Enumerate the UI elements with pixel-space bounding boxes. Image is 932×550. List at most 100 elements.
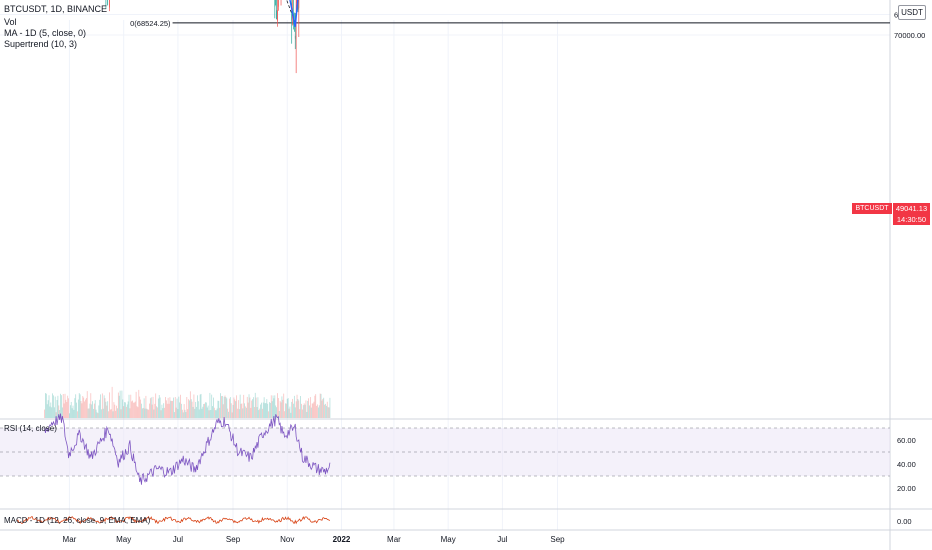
- volume-bar: [91, 404, 93, 418]
- volume-bar: [318, 405, 320, 418]
- volume-bar: [59, 410, 61, 418]
- volume-bar: [193, 394, 195, 418]
- volume-bar: [327, 407, 329, 418]
- volume-bar: [121, 390, 123, 418]
- volume-bar: [95, 409, 97, 418]
- volume-bar: [118, 395, 120, 418]
- indicator-ma[interactable]: MA - 1D (5, close, 0): [4, 28, 87, 38]
- volume-bar: [307, 400, 309, 418]
- volume-bar: [129, 408, 131, 418]
- volume-bar: [317, 404, 318, 418]
- volume-bar: [106, 405, 108, 418]
- volume-bar: [50, 402, 52, 418]
- volume-bar: [196, 406, 197, 418]
- volume-bar: [189, 400, 190, 418]
- volume-bar: [101, 393, 103, 418]
- volume-bar: [57, 395, 59, 418]
- volume-bar: [132, 400, 133, 418]
- volume-bar: [135, 391, 137, 418]
- volume-bar: [261, 402, 262, 418]
- macd-label[interactable]: MACD - 1D (12, 26, close, 9, EMA, EMA): [4, 516, 151, 525]
- drawings: [289, 0, 299, 27]
- volume-bar: [175, 407, 177, 418]
- volume-bar: [124, 402, 125, 418]
- volume-bar: [312, 403, 314, 418]
- volume-bar: [314, 395, 316, 418]
- volume-bar: [206, 407, 208, 418]
- volume-bar: [304, 404, 306, 418]
- rsi-line: [44, 413, 331, 485]
- time-tick-label: 2022: [333, 535, 351, 544]
- bar-countdown: 14:30:50: [896, 215, 927, 224]
- volume-bar: [303, 403, 305, 418]
- volume-bar: [309, 397, 311, 418]
- volume-bar: [260, 404, 261, 418]
- volume-bar: [320, 393, 322, 418]
- volume-bar: [126, 404, 128, 418]
- volume-bar: [53, 395, 54, 418]
- volume-bar: [201, 408, 203, 418]
- symbol-title[interactable]: BTCUSDT, 1D, BINANCE: [4, 4, 108, 14]
- volume-bar: [313, 401, 315, 418]
- volume-bar: [168, 403, 170, 418]
- volume-bar: [149, 398, 151, 418]
- currency-button[interactable]: USDT: [898, 5, 926, 20]
- projection-path: [289, 0, 299, 27]
- time-tick-label: Sep: [226, 535, 241, 544]
- volume-bar: [315, 394, 317, 418]
- rsi-label[interactable]: RSI (14, close): [4, 424, 57, 433]
- volume-bar: [272, 395, 274, 418]
- volume-bar: [216, 408, 218, 418]
- volume-bar: [325, 405, 327, 418]
- indicator-supertrend[interactable]: Supertrend (10, 3): [4, 39, 78, 49]
- volume-bar: [157, 398, 159, 418]
- time-tick-label: Sep: [550, 535, 565, 544]
- volume-bar: [48, 395, 50, 418]
- volume-bar: [93, 403, 95, 418]
- volume-bar: [163, 403, 165, 418]
- volume-bar: [52, 393, 53, 418]
- volume-bar: [169, 397, 171, 418]
- volume-bar: [219, 407, 221, 418]
- volume-bar: [161, 404, 163, 418]
- volume-bar: [51, 407, 53, 418]
- volume-bar: [97, 413, 99, 418]
- volume-bar: [100, 394, 101, 418]
- volume-bar: [147, 409, 149, 418]
- volume-bar: [60, 393, 61, 418]
- volume-bar: [54, 396, 56, 418]
- volume-bar: [203, 404, 205, 418]
- volume-bar: [122, 399, 124, 418]
- volume-bar: [160, 410, 162, 418]
- volume-bar: [148, 409, 149, 418]
- volume-bar: [180, 394, 181, 418]
- candle-body: [292, 11, 293, 26]
- volume-bar: [285, 403, 287, 418]
- price-tick-label: 70000.00: [894, 31, 925, 40]
- volume-bar: [46, 404, 48, 418]
- volume-bar: [269, 402, 271, 418]
- volume-bar: [288, 408, 290, 418]
- volume-bar: [125, 406, 127, 418]
- volume-bar: [176, 398, 178, 418]
- volume-bar: [301, 403, 302, 418]
- volume-bar: [245, 406, 246, 418]
- volume-bar: [273, 398, 275, 418]
- volume-bar: [167, 397, 169, 418]
- candle-body: [280, 0, 282, 6]
- volume-bar: [276, 407, 277, 418]
- volume-bar: [316, 405, 317, 418]
- volume-bar: [86, 391, 88, 418]
- volume-bar: [119, 390, 121, 418]
- indicator-vol[interactable]: Vol: [4, 17, 17, 27]
- volume-bar: [155, 393, 157, 418]
- volume-bar: [199, 394, 201, 418]
- volume-bar: [173, 397, 174, 418]
- volume-bar: [138, 389, 140, 418]
- volume-bar: [94, 400, 96, 418]
- volume-bar: [321, 400, 323, 418]
- volume-bar: [253, 397, 254, 418]
- volume-bar: [166, 403, 168, 418]
- volume-bar: [87, 408, 89, 418]
